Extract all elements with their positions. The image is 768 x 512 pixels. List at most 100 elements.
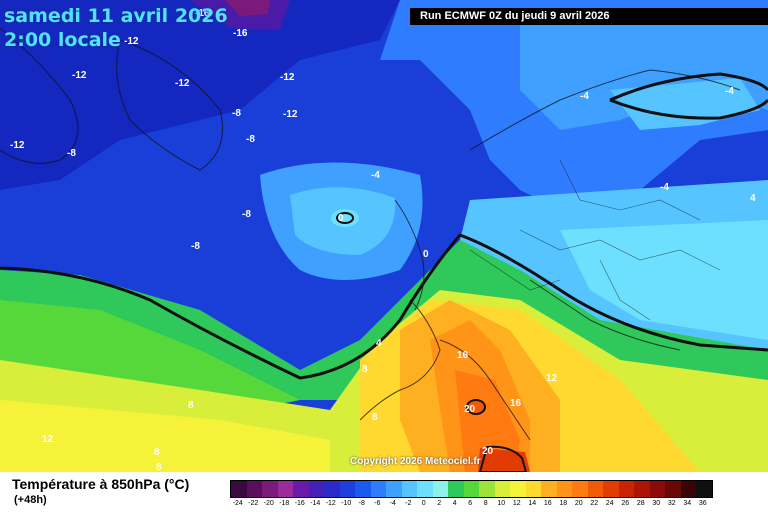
model-run-banner: Run ECMWF 0Z du jeudi 9 avril 2026 (410, 8, 768, 25)
forecast-date: samedi 11 avril 2026 (4, 5, 228, 27)
color-scale-swatch (463, 481, 479, 497)
contour-label: -8 (242, 209, 251, 220)
zero-isotherm (0, 233, 768, 380)
contour-label: -12 (124, 36, 139, 47)
contour-label: 8 (154, 447, 160, 458)
color-scale-swatch (370, 481, 386, 497)
greenland-coast (0, 27, 79, 164)
color-scale-label: -4 (389, 500, 396, 507)
color-scale-label: 12 (512, 500, 521, 507)
border-line-3 (469, 249, 561, 291)
color-scale-label: 2 (437, 500, 442, 507)
color-scale-label: -14 (310, 500, 321, 507)
color-scale-label: 26 (621, 500, 630, 507)
color-scale-swatch (448, 481, 464, 497)
britain-coast (394, 199, 425, 311)
color-scale-swatch (339, 481, 355, 497)
contour-label: -4 (371, 170, 380, 181)
hot-spot (466, 400, 486, 414)
color-scale-label: 28 (636, 500, 645, 507)
contour-label: -12 (10, 140, 25, 151)
color-scale-label: 36 (698, 500, 707, 507)
contour-label: -12 (280, 72, 295, 83)
color-scale-swatch (494, 481, 510, 497)
color-scale-label: -8 (358, 500, 365, 507)
temperature-map: -16 -16 -12 -12 -12 -12 -12 -12 -8 -8 -8… (0, 0, 768, 472)
color-scale-label: -10 (341, 500, 352, 507)
coldest-core-inner (225, 0, 270, 16)
color-scale-swatch (572, 481, 588, 497)
contour-label: 16 (510, 398, 522, 409)
color-scale-swatch (680, 481, 696, 497)
color-scale-label: -20 (263, 500, 274, 507)
color-scale-label: -24 (232, 500, 243, 507)
color-scale-swatch (634, 481, 650, 497)
country-borders (469, 159, 721, 321)
contour-label: 8 (362, 364, 368, 375)
copyright-text: Copyright 2026 Meteociel.fr (350, 456, 481, 467)
color-scale-swatch (525, 481, 541, 497)
color-scale-swatch (510, 481, 526, 497)
color-scale-swatch (556, 481, 572, 497)
contour-label: 4 (750, 193, 756, 204)
color-scale-swatch (231, 481, 247, 497)
color-scale-swatch (386, 481, 402, 497)
color-scale-swatch (587, 481, 603, 497)
iberia-coast (359, 299, 441, 421)
contour-label: 0 (423, 249, 429, 260)
color-scale-swatch (665, 481, 681, 497)
italy-coast (439, 339, 531, 441)
low-isotherm-ring (336, 212, 354, 224)
twenty-isotherm-south (478, 445, 528, 472)
border-line-2 (559, 159, 701, 221)
contour-label: 12 (546, 373, 558, 384)
color-scale-swatch (308, 481, 324, 497)
contour-label: -8 (67, 148, 76, 159)
color-scale-swatch (417, 481, 433, 497)
color-scale-label: 4 (452, 500, 457, 507)
contour-label: 20 (482, 446, 494, 457)
color-scale-label: 30 (652, 500, 661, 507)
border-line-1 (519, 229, 721, 271)
border-line-4 (599, 259, 651, 321)
contour-label: 8 (188, 400, 194, 411)
color-scale-label: 8 (483, 500, 488, 507)
color-scale-swatch (603, 481, 619, 497)
twenty-isotherm-ring (466, 399, 486, 415)
low-center (331, 209, 359, 227)
color-scale-label: 20 (574, 500, 583, 507)
contour-label: -4 (580, 91, 589, 102)
cold-zone-northwest (0, 0, 400, 190)
hot-core (455, 370, 520, 472)
forecast-date-title: samedi 11 avril 2026 2:00 locale (4, 4, 228, 52)
forecast-local-time: 2:00 locale (4, 29, 121, 51)
yellow-south-west (0, 400, 330, 472)
contour-label: 12 (42, 434, 54, 445)
color-scale-label: 6 (468, 500, 473, 507)
contour-label: -8 (246, 134, 255, 145)
color-scale-label: 18 (559, 500, 568, 507)
color-scale-swatch (293, 481, 309, 497)
color-scale (230, 480, 713, 498)
color-scale-label: 0 (421, 500, 426, 507)
contour-label: 20 (464, 404, 476, 415)
contour-label: 4 (376, 338, 382, 349)
contour-label: -12 (72, 70, 87, 81)
color-scale-label: -18 (279, 500, 290, 507)
color-scale-label: 32 (667, 500, 676, 507)
contour-label: 0 (338, 213, 344, 224)
color-scale-label: -16 (294, 500, 305, 507)
contour-label: -4 (725, 86, 734, 97)
contour-labels: -16 -16 -12 -12 -12 -12 -12 -12 -8 -8 -8… (10, 8, 756, 472)
color-scale-label: 22 (590, 500, 599, 507)
color-scale-label: -2 (405, 500, 412, 507)
color-scale-label: 14 (528, 500, 537, 507)
scandinavia-light (520, 20, 768, 130)
color-scale-swatch (618, 481, 634, 497)
color-scale-swatch (277, 481, 293, 497)
contour-label: -4 (660, 182, 669, 193)
color-scale-swatch (355, 481, 371, 497)
color-scale-swatch (696, 481, 712, 497)
contour-label: 8 (372, 412, 378, 423)
color-scale-label: 34 (683, 500, 692, 507)
